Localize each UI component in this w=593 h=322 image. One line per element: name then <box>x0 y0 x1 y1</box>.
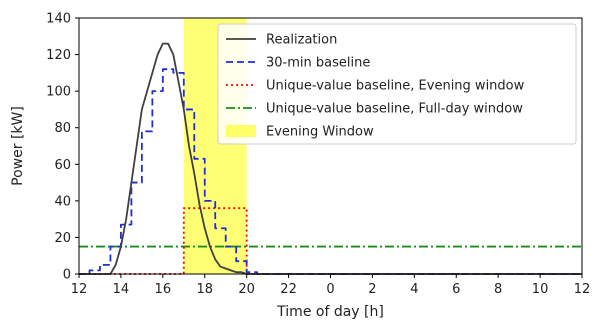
y-tick-label: 80 <box>54 121 71 136</box>
legend-swatch-evening-window <box>226 125 256 137</box>
legend-label: 30-min baseline <box>266 56 370 71</box>
x-tick-label: 12 <box>71 282 88 297</box>
x-tick-label: 22 <box>280 282 297 297</box>
x-axis-label: Time of day [h] <box>276 304 384 320</box>
x-tick-label: 0 <box>326 282 334 297</box>
series-line-evening-baseline <box>79 207 582 275</box>
legend-label: Unique-value baseline, Full-day window <box>266 102 523 117</box>
x-tick-label: 18 <box>196 282 213 297</box>
x-tick-label: 2 <box>368 282 376 297</box>
series-line-baseline-30min <box>79 68 582 275</box>
x-tick-label: 16 <box>155 282 172 297</box>
y-tick-label: 120 <box>46 48 71 63</box>
legend-label: Unique-value baseline, Evening window <box>266 79 525 94</box>
y-tick-label: 0 <box>63 268 71 283</box>
x-tick-label: 10 <box>532 282 549 297</box>
x-tick-label: 4 <box>410 282 418 297</box>
legend-label: Evening Window <box>266 125 374 140</box>
x-tick-label: 14 <box>113 282 130 297</box>
x-tick-label: 8 <box>494 282 502 297</box>
y-tick-label: 140 <box>46 12 71 27</box>
y-tick-label: 20 <box>54 231 71 246</box>
x-tick-label: 12 <box>574 282 591 297</box>
y-tick-label: 40 <box>54 194 71 209</box>
legend-box <box>217 23 577 145</box>
y-tick-label: 100 <box>46 85 71 100</box>
series-line-realization <box>79 42 582 275</box>
y-tick-label: 60 <box>54 158 71 173</box>
x-tick-label: 6 <box>452 282 460 297</box>
x-tick-label: 20 <box>238 282 255 297</box>
y-axis-label: Power [kW] <box>10 106 26 186</box>
legend-label: Realization <box>266 33 337 48</box>
